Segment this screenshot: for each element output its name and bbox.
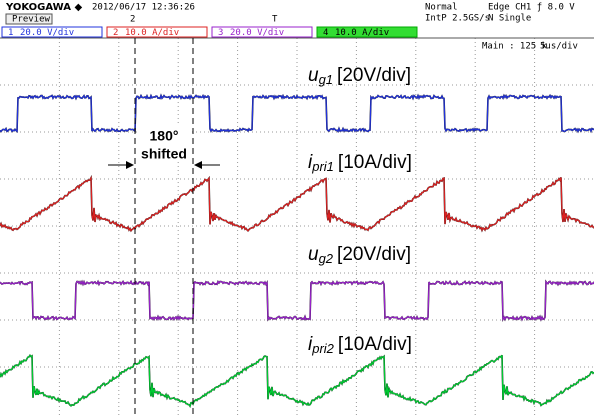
channel-bar: 1 20.0 V/div 2 10.0 A/div 3 20.0 V/div 4 10.0 A… bbox=[2, 27, 417, 38]
signal-label: ug2[20V/div] bbox=[308, 244, 411, 266]
trigger-marker: T bbox=[272, 15, 278, 25]
waveform-noise bbox=[0, 282, 594, 320]
channel-number: 2 bbox=[113, 28, 118, 38]
signal-subscript: g1 bbox=[319, 72, 333, 87]
channel-scale: 10.0 A/div bbox=[125, 28, 179, 38]
signal-subscript: pri2 bbox=[311, 341, 334, 356]
signal-subscript: pri1 bbox=[311, 159, 334, 174]
signal-label: ipri1[10A/div] bbox=[308, 152, 412, 174]
channel-number: 3 bbox=[218, 28, 223, 38]
channel-number: 4 bbox=[323, 28, 328, 38]
signal-label: ug1 [20V/div] bbox=[308, 65, 411, 87]
trigger: Edge CH1 ƒ 8.0 V bbox=[488, 3, 575, 13]
signal-unit: [10A/div] bbox=[338, 334, 412, 355]
channel-scale: 10.0 A/div bbox=[335, 28, 389, 38]
channel-scale: 20.0 V/div bbox=[20, 28, 74, 38]
signal-label: ipri2[10A/div] bbox=[308, 334, 412, 356]
sample-rate: IntP 2.5GS/s bbox=[425, 14, 490, 24]
acq-mode: Normal bbox=[425, 3, 458, 13]
signal-unit: [10A/div] bbox=[338, 152, 412, 173]
timebase-main: Main : 125 k bbox=[482, 42, 548, 52]
signal-unit: [20V/div] bbox=[337, 65, 411, 86]
brand: YOKOGAWA ◆ bbox=[5, 2, 82, 13]
single: N Single bbox=[488, 14, 531, 24]
signal-unit: [20V/div] bbox=[337, 244, 411, 265]
marker: 2 bbox=[130, 15, 135, 25]
phase-note: shifted bbox=[141, 146, 187, 162]
scope-screen: YOKOGAWA ◆ 2012/06/17 12:36:26 Preview 2… bbox=[0, 0, 594, 416]
signal-subscript: g2 bbox=[319, 251, 334, 266]
waveform bbox=[0, 282, 594, 320]
channel-number: 1 bbox=[8, 28, 13, 38]
timebase-scale: 5us/div bbox=[540, 42, 578, 52]
mode: Preview bbox=[12, 15, 51, 25]
channel-scale: 20.0 V/div bbox=[230, 28, 284, 38]
signal-symbol: u bbox=[308, 244, 319, 265]
signal-symbol: u bbox=[308, 65, 319, 86]
phase-label: 180° bbox=[150, 128, 179, 144]
datetime: 2012/06/17 12:36:26 bbox=[92, 3, 195, 13]
